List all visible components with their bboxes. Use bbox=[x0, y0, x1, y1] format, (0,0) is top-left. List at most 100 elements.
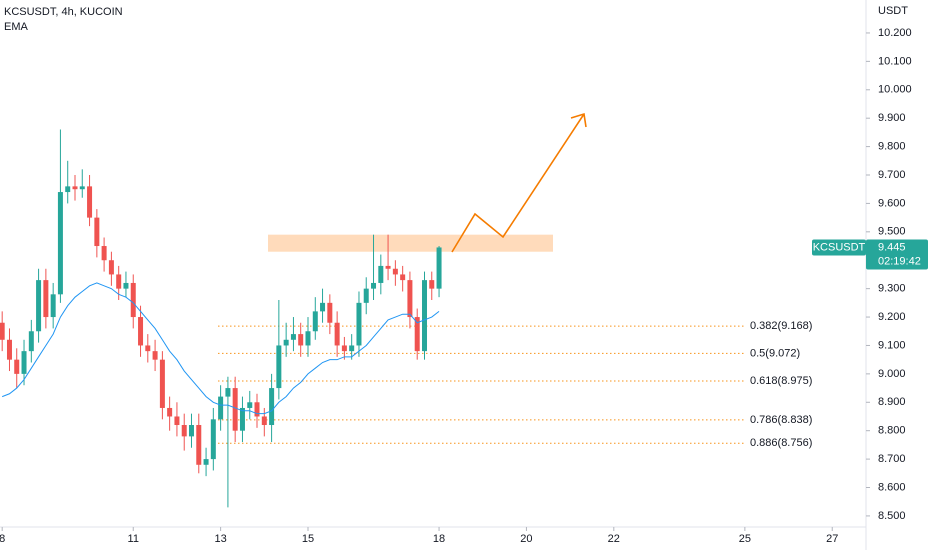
candle-body bbox=[305, 331, 311, 346]
candle-body bbox=[356, 302, 362, 346]
price-tag-label: 9.445 bbox=[878, 241, 906, 253]
candle-body bbox=[290, 334, 296, 340]
x-tick-label: 22 bbox=[608, 533, 620, 545]
y-tick-label: 8.900 bbox=[878, 396, 906, 408]
y-tick-label: 9.900 bbox=[878, 112, 906, 124]
candle-body bbox=[254, 402, 260, 417]
candle-body bbox=[349, 345, 355, 352]
candle-body bbox=[334, 322, 340, 346]
y-tick-label: 9.100 bbox=[878, 339, 906, 351]
x-tick-label: 8 bbox=[0, 533, 5, 545]
candle-body bbox=[210, 419, 216, 460]
y-tick-label: 10.000 bbox=[878, 84, 912, 96]
candle-body bbox=[225, 388, 231, 397]
candle-body bbox=[79, 186, 85, 190]
price-tag bbox=[866, 239, 928, 270]
ema-line bbox=[1, 282, 440, 415]
x-tick-label: 15 bbox=[302, 533, 314, 545]
candle-body bbox=[50, 294, 56, 318]
candle-body bbox=[414, 317, 420, 352]
fib-label: 0.382(9.168) bbox=[750, 320, 812, 332]
candle-body bbox=[145, 345, 151, 352]
symbol-tag-label: KCSUSDT bbox=[813, 241, 866, 253]
candle-body bbox=[261, 416, 267, 426]
fib-label: 0.5(9.072) bbox=[750, 347, 800, 359]
y-tick-label: 9.200 bbox=[878, 311, 906, 323]
candle-body bbox=[94, 217, 100, 247]
y-tick-label: 8.600 bbox=[878, 481, 906, 493]
countdown-label: 02:19:42 bbox=[878, 255, 921, 267]
symbol-tag bbox=[812, 239, 866, 256]
chart-title: KCSUSDT, 4h, KUCOIN bbox=[4, 6, 123, 18]
y-tick-label: 10.100 bbox=[878, 55, 912, 67]
candle-body bbox=[181, 425, 187, 437]
candle-body bbox=[320, 302, 326, 312]
y-tick-label: 10.200 bbox=[878, 27, 912, 39]
y-tick-label: 8.500 bbox=[878, 510, 906, 522]
y-tick-label: 9.000 bbox=[878, 368, 906, 380]
candle-body bbox=[14, 359, 20, 374]
candle-body bbox=[363, 288, 369, 303]
candle-body bbox=[167, 407, 173, 417]
fib-label: 0.786(8.838) bbox=[750, 414, 812, 426]
resistance-zone bbox=[268, 234, 553, 252]
projection-arrowhead bbox=[570, 112, 587, 128]
y-tick-label: 9.500 bbox=[878, 226, 906, 238]
x-tick-label: 13 bbox=[214, 533, 226, 545]
candle-body bbox=[298, 334, 304, 346]
candle-body bbox=[87, 186, 93, 218]
projection-arrow bbox=[451, 113, 585, 253]
candle-body bbox=[341, 345, 347, 352]
fib-label: 0.886(8.756) bbox=[750, 437, 812, 449]
candle-body bbox=[436, 247, 442, 289]
candle-body bbox=[378, 265, 384, 283]
candle-body bbox=[327, 302, 333, 323]
y-tick-label: 9.600 bbox=[878, 197, 906, 209]
x-tick-label: 11 bbox=[128, 533, 139, 545]
candle-body bbox=[407, 280, 413, 318]
candle-body bbox=[276, 345, 282, 389]
candle-body bbox=[400, 274, 406, 281]
candle-body bbox=[28, 331, 34, 352]
candle-body bbox=[429, 280, 435, 289]
candle-body bbox=[108, 260, 114, 275]
candle-body bbox=[232, 388, 238, 431]
y-axis-label: USDT bbox=[878, 5, 908, 17]
candle-body bbox=[0, 322, 5, 340]
candle-body bbox=[188, 425, 194, 437]
x-tick-label: 27 bbox=[826, 533, 838, 545]
candle-body bbox=[385, 265, 391, 269]
candle-body bbox=[72, 186, 78, 190]
y-tick-label: 9.800 bbox=[878, 141, 906, 153]
candle-body bbox=[239, 407, 245, 431]
candle-body bbox=[422, 280, 428, 352]
y-tick-label: 9.700 bbox=[878, 169, 906, 181]
candle-body bbox=[174, 416, 180, 426]
y-tick-label: 8.700 bbox=[878, 453, 906, 465]
candle-body bbox=[392, 268, 398, 275]
candle-body bbox=[6, 339, 12, 360]
candle-body bbox=[218, 396, 224, 420]
candle-body bbox=[123, 282, 129, 289]
candle-body bbox=[247, 402, 253, 408]
candle-body bbox=[283, 339, 289, 346]
candle-body bbox=[312, 311, 318, 332]
x-tick-label: 18 bbox=[433, 533, 445, 545]
candle-body bbox=[203, 459, 209, 465]
candle-body bbox=[116, 274, 122, 289]
candle-body bbox=[159, 359, 165, 408]
indicator-label: EMA bbox=[4, 21, 29, 33]
candle-body bbox=[138, 317, 144, 346]
candle-body bbox=[36, 280, 42, 332]
fib-label: 0.618(8.975) bbox=[750, 375, 812, 387]
candle-body bbox=[43, 280, 49, 318]
candle-body bbox=[101, 246, 107, 261]
x-tick-label: 20 bbox=[520, 533, 532, 545]
candle-body bbox=[21, 351, 27, 374]
candle-body bbox=[152, 351, 158, 360]
candle-body bbox=[65, 186, 71, 193]
candle-body bbox=[196, 425, 202, 465]
x-tick-label: 25 bbox=[739, 533, 751, 545]
